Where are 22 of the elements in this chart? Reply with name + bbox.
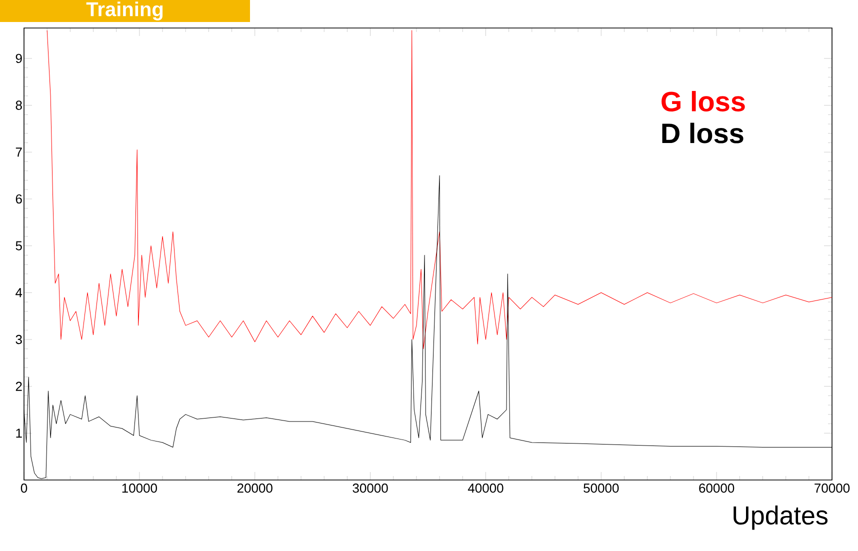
text: D loss	[662, 122, 744, 144]
y-tick-label: 4	[16, 288, 22, 298]
x-tick-label: 70000	[814, 484, 850, 493]
x-tick-label: 60000	[699, 484, 734, 493]
x-tick-label: 20000	[237, 484, 272, 493]
y-tick-label: 9	[16, 54, 22, 64]
y-tick-label: 5	[16, 241, 22, 250]
y-tick-label: 1	[16, 428, 22, 438]
chart-title: Training	[86, 2, 163, 20]
y-tick-label: 7	[16, 148, 22, 157]
x-tick-label: 10000	[122, 484, 157, 493]
x-tick-label: 40000	[468, 484, 504, 493]
x-tick-label: 50000	[584, 484, 619, 493]
y-tick-label: 6	[16, 194, 22, 204]
line-series	[46, 30, 832, 350]
x-axis-title: Updates	[734, 506, 828, 530]
y-tick-label: 2	[16, 382, 22, 391]
x-tick-label: 0	[20, 484, 28, 493]
x-tick-label: 30000	[352, 484, 388, 493]
y-tick-label: 3	[16, 334, 22, 344]
y-tick-label: 8	[16, 100, 22, 110]
text: G loss	[662, 90, 745, 112]
